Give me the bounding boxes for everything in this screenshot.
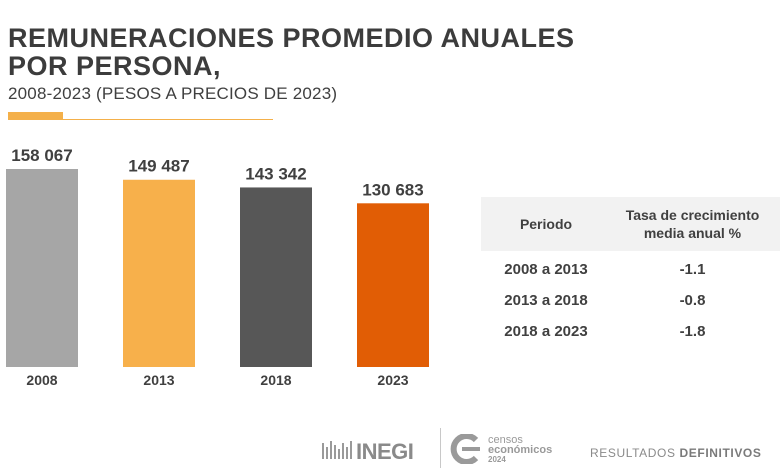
censos-line-1: censos [488, 434, 523, 446]
censos-year: 2024 [488, 455, 506, 464]
value-label-2018: 143 342 [245, 164, 306, 183]
censos-economicos-logo-icon [450, 434, 480, 464]
header-period: Periodo [519, 216, 573, 232]
row-rate: -1.1 [679, 261, 706, 278]
title-underline [8, 119, 273, 120]
header-rate-line-2: media anual % [643, 225, 742, 241]
title-underline-accent [8, 112, 63, 119]
x-tick-label-2023: 2023 [377, 372, 408, 388]
results-label: RESULTADOS DEFINITIVOS [590, 446, 761, 460]
value-label-2023: 130 683 [362, 180, 423, 199]
table-row: 2013 a 2018 -0.8 [481, 285, 780, 316]
bar-2018 [240, 187, 312, 367]
chart-subtitle: 2008-2023 (PESOS A PRECIOS DE 2023) [8, 84, 338, 103]
title-line-1: REMUNERACIONES PROMEDIO ANUALES [8, 23, 575, 53]
row-period: 2008 a 2013 [504, 261, 588, 278]
x-tick-label-2018: 2018 [260, 372, 291, 388]
bar-2013 [123, 179, 195, 367]
results-bold: DEFINITIVOS [679, 446, 762, 460]
censos-line-2: económicos [488, 444, 553, 456]
inegi-logo-icon [322, 441, 352, 459]
row-rate: -0.8 [679, 292, 706, 309]
value-label-2013: 149 487 [128, 157, 189, 176]
row-period: 2013 a 2018 [504, 292, 588, 309]
footer: INEGI censos económicos 2024 RESULTADOS … [0, 425, 780, 470]
table-body: 2008 a 2013 -1.1 2013 a 2018 -0.8 2018 a… [481, 251, 780, 347]
table-row: 2018 a 2023 -1.8 [481, 316, 780, 347]
title-line-2: POR PERSONA, [8, 51, 222, 81]
footer-divider [440, 428, 441, 468]
value-label-2008: 158 067 [11, 146, 72, 165]
header-rate: Tasa de crecimiento media anual % [611, 206, 780, 242]
bar-2008 [6, 169, 78, 367]
row-period: 2018 a 2023 [504, 323, 588, 340]
chart-title: REMUNERACIONES PROMEDIO ANUALES POR PERS… [8, 24, 575, 80]
table-header: Periodo Tasa de crecimiento media anual … [481, 197, 780, 251]
row-rate: -1.8 [679, 323, 706, 340]
bar-2023 [357, 203, 429, 367]
censos-economicos-text: censos económicos 2024 [488, 435, 552, 465]
growth-rate-table: Periodo Tasa de crecimiento media anual … [481, 197, 780, 347]
header-rate-line-1: Tasa de crecimiento [625, 207, 760, 223]
inegi-logo-text: INEGI [356, 439, 414, 464]
x-tick-label-2008: 2008 [26, 372, 57, 388]
bar-chart: 158 067 2008 149 487 2013 143 342 2018 130 683… [6, 146, 429, 388]
table-row: 2008 a 2013 -1.1 [481, 254, 780, 285]
results-prefix: RESULTADOS [590, 446, 680, 460]
x-tick-label-2013: 2013 [143, 372, 174, 388]
